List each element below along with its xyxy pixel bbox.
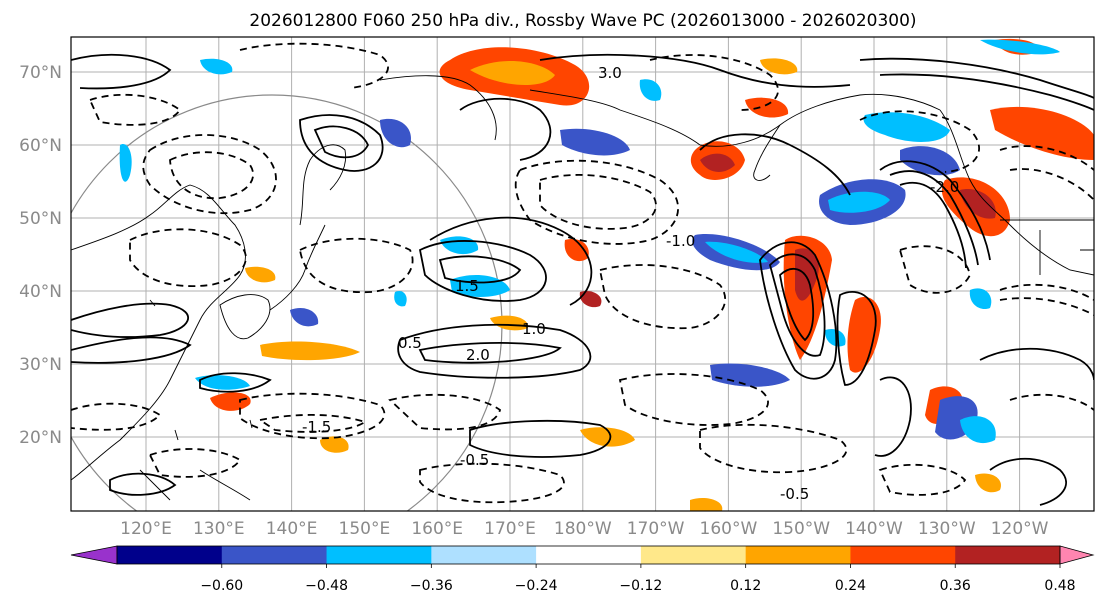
positive-patch [700,153,735,172]
positive-patch [975,473,1001,493]
negative-patch [195,375,250,390]
positive-patch [795,248,819,301]
latitude-label: 40°N [19,282,62,302]
latitude-label: 20°N [19,428,62,448]
positive-patch [990,106,1094,160]
negative-patch [639,79,662,101]
negative-patch [560,128,630,156]
longitude-label: 170°W [627,519,685,539]
positive-patch [564,239,589,262]
colorbar-segment [117,546,223,564]
negative-patch [980,39,1060,55]
positive-patch [579,290,602,308]
negative-patch [828,191,890,213]
longitude-label: 130°W [918,519,976,539]
longitude-label: 130°E [193,519,245,539]
positive-patch [580,427,635,447]
colorbar: −0.60 −0.48 −0.36 −0.24 −0.12 0.12 0.24 0.36 0.4… [70,545,1095,594]
coastlines [71,75,1094,501]
positive-patch [245,266,276,283]
latitude-label: 60°N [19,136,62,156]
negative-patch [380,118,411,148]
contour-label: 1.0 [522,320,546,338]
contour-label: 1.5 [455,277,479,295]
colorbar-segment [431,546,537,564]
negative-patch [863,112,950,142]
colorbar-segment [221,546,328,564]
colorbar-segment [536,546,642,564]
contour-labels: -1.0 1.5 2.0 -0.5 0.5 -1.5 1.0 -2.0 3.0 … [302,64,959,503]
contour-label: 2.0 [466,346,490,364]
colorbar-max-extension [1059,545,1095,565]
colorbar-segment [326,546,432,564]
colorbar-tick-label: 0.36 [940,578,971,594]
positive-patch [745,97,789,118]
negative-patch [900,146,960,176]
colorbar-tick-label: 0.24 [835,578,866,594]
latitude-label: 30°N [19,355,62,375]
colorbar-tick-label: −0.24 [515,578,558,594]
positive-patch [760,58,798,75]
positive-patch [260,341,360,361]
positive-patch [210,392,251,411]
colorbar-tick-label: −0.60 [200,578,243,594]
contour-label: -0.5 [460,451,489,469]
positive-patch [320,436,349,453]
colorbar-tick-label: 0.12 [730,578,761,594]
colorbar-segment [640,546,747,564]
longitude-label: 120°W [991,519,1049,539]
negative-patch [200,58,233,75]
positive-patch [960,189,996,219]
longitude-label: 160°E [411,519,463,539]
colorbar-segment [955,546,1061,564]
positive-patch [847,296,881,373]
positive-patch [490,315,529,331]
positive-contours [71,53,1094,506]
longitude-label: 150°E [339,519,391,539]
longitude-label: 160°W [700,519,758,539]
negative-patch [394,290,407,307]
colorbar-tick-label: 0.48 [1044,578,1075,594]
negative-patch [119,144,132,182]
longitude-label: 120°E [120,519,172,539]
map-frame [70,36,1095,512]
longitude-label: 140°W [845,519,903,539]
contour-label: -1.0 [666,232,695,250]
contour-label: 3.0 [598,64,622,82]
contour-label: 0.5 [398,334,422,352]
map-panel: -1.0 1.5 2.0 -0.5 0.5 -1.5 1.0 -2.0 3.0 … [70,36,1095,512]
longitude-label: 170°E [484,519,536,539]
positive-patch [470,60,555,86]
latitude-label: 50°N [19,209,62,229]
negative-patch [450,275,510,297]
longitude-label: 150°W [772,519,830,539]
positive-patch [690,498,723,511]
colorbar-tick-label: −0.36 [410,578,453,594]
colorbar-tick-label: −0.12 [619,578,662,594]
contour-label: -2.0 [930,178,959,196]
negative-patch [705,241,768,263]
figure-title: 2026012800 F060 250 hPa div., Rossby Wav… [249,11,916,31]
gridlines [71,37,1094,511]
colorbar-min-extension [70,545,118,565]
negative-contours [71,42,1094,504]
negative-patch [960,416,996,444]
latitude-label: 70°N [19,63,62,83]
colorbar-segment [850,546,956,564]
negative-patch [969,288,992,310]
colorbar-tick-label: −0.48 [305,578,348,594]
wave-contours [71,42,1094,506]
contour-label: -1.5 [302,418,331,436]
colorbar-frame [116,545,1061,565]
longitude-label: 140°E [266,519,318,539]
contour-label: -0.5 [780,485,809,503]
negative-patch [824,328,846,347]
longitude-labels: 120°E 130°E 140°E 150°E 160°E 170°E 180°W 170°W… [120,519,1049,539]
negative-patch [290,307,319,327]
latitude-labels: 70°N 60°N 50°N 40°N 30°N 20°N [19,63,62,448]
longitude-label: 180°W [554,519,612,539]
colorbar-segment [745,546,851,564]
